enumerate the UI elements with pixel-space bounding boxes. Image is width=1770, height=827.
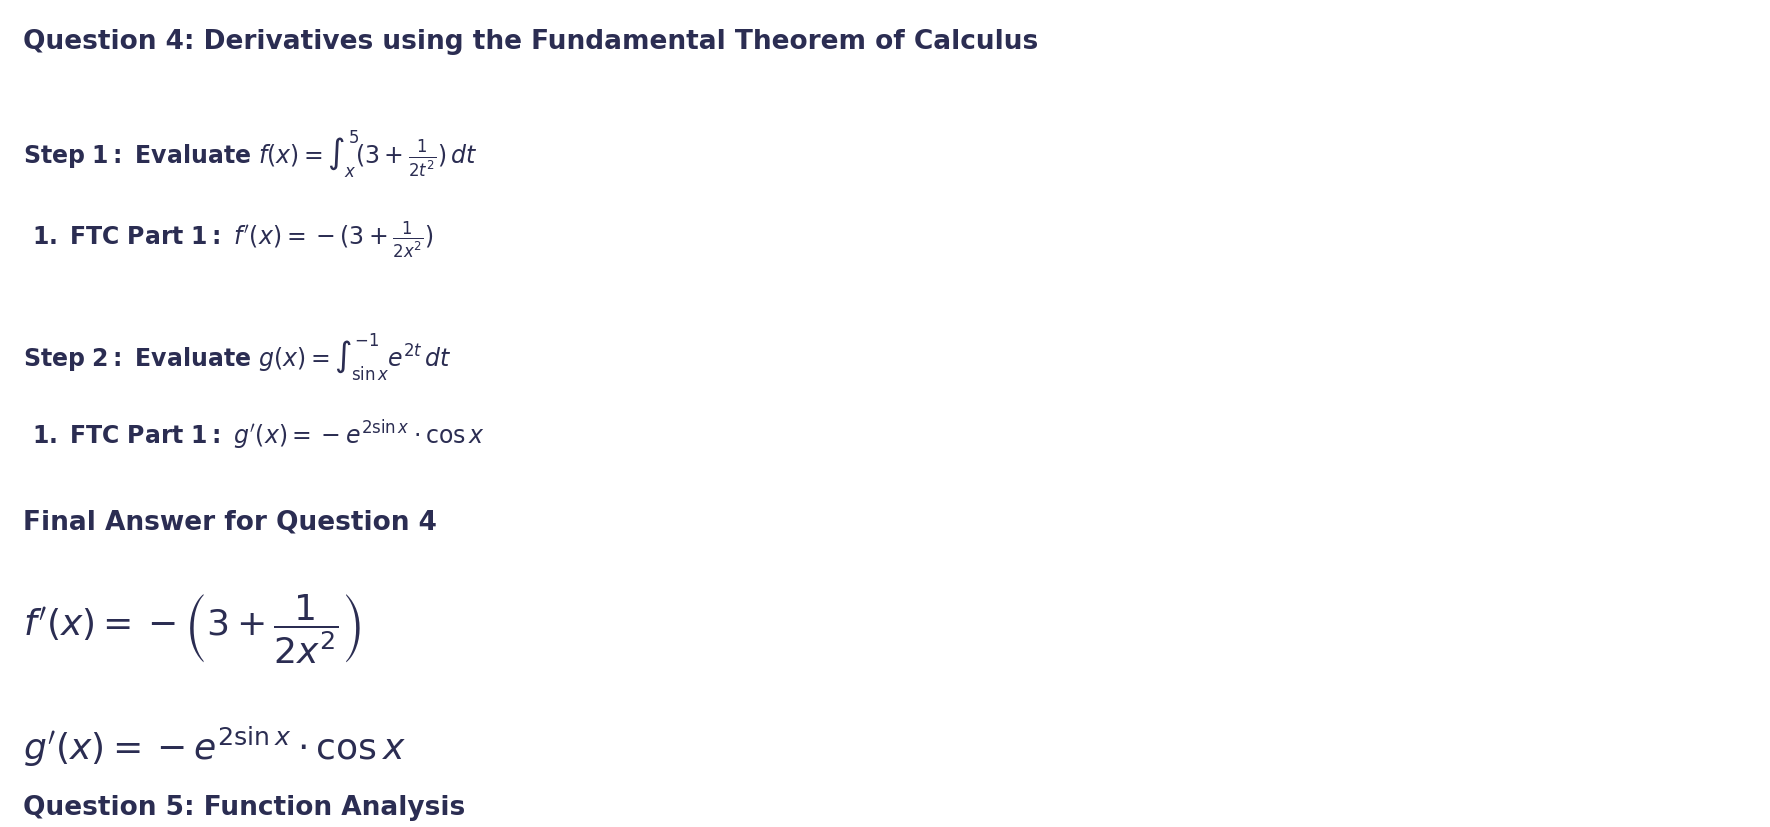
Text: $\mathbf{1.\ FTC\ Part\ 1:}\ $$f'(x) = -(3 + \frac{1}{2x^2})$: $\mathbf{1.\ FTC\ Part\ 1:}\ $$f'(x) = -… xyxy=(32,219,434,260)
Text: Question 4: Derivatives using the Fundamental Theorem of Calculus: Question 4: Derivatives using the Fundam… xyxy=(23,29,1039,55)
Text: $f'(x) = -\left(3 + \dfrac{1}{2x^2}\right)$: $f'(x) = -\left(3 + \dfrac{1}{2x^2}\righ… xyxy=(23,591,361,665)
Text: $g'(x) = -e^{2\sin x} \cdot \cos x$: $g'(x) = -e^{2\sin x} \cdot \cos x$ xyxy=(23,724,405,767)
Text: $\mathbf{Step\ 2:\ Evaluate}\ $$g(x) = \int_{\sin x}^{-1} e^{2t}\,dt$: $\mathbf{Step\ 2:\ Evaluate}\ $$g(x) = \… xyxy=(23,331,451,382)
Text: $\mathbf{Step\ 1:\ Evaluate}\ $$f(x) = \int_x^5\!(3 + \frac{1}{2t^2})\,dt$: $\mathbf{Step\ 1:\ Evaluate}\ $$f(x) = \… xyxy=(23,128,478,179)
Text: Final Answer for Question 4: Final Answer for Question 4 xyxy=(23,509,437,534)
Text: $\mathbf{1.\ FTC\ Part\ 1:}\ $$g'(x) = -e^{2\sin x} \cdot \cos x$: $\mathbf{1.\ FTC\ Part\ 1:}\ $$g'(x) = -… xyxy=(32,418,485,451)
Text: Question 5: Function Analysis: Question 5: Function Analysis xyxy=(23,795,466,820)
